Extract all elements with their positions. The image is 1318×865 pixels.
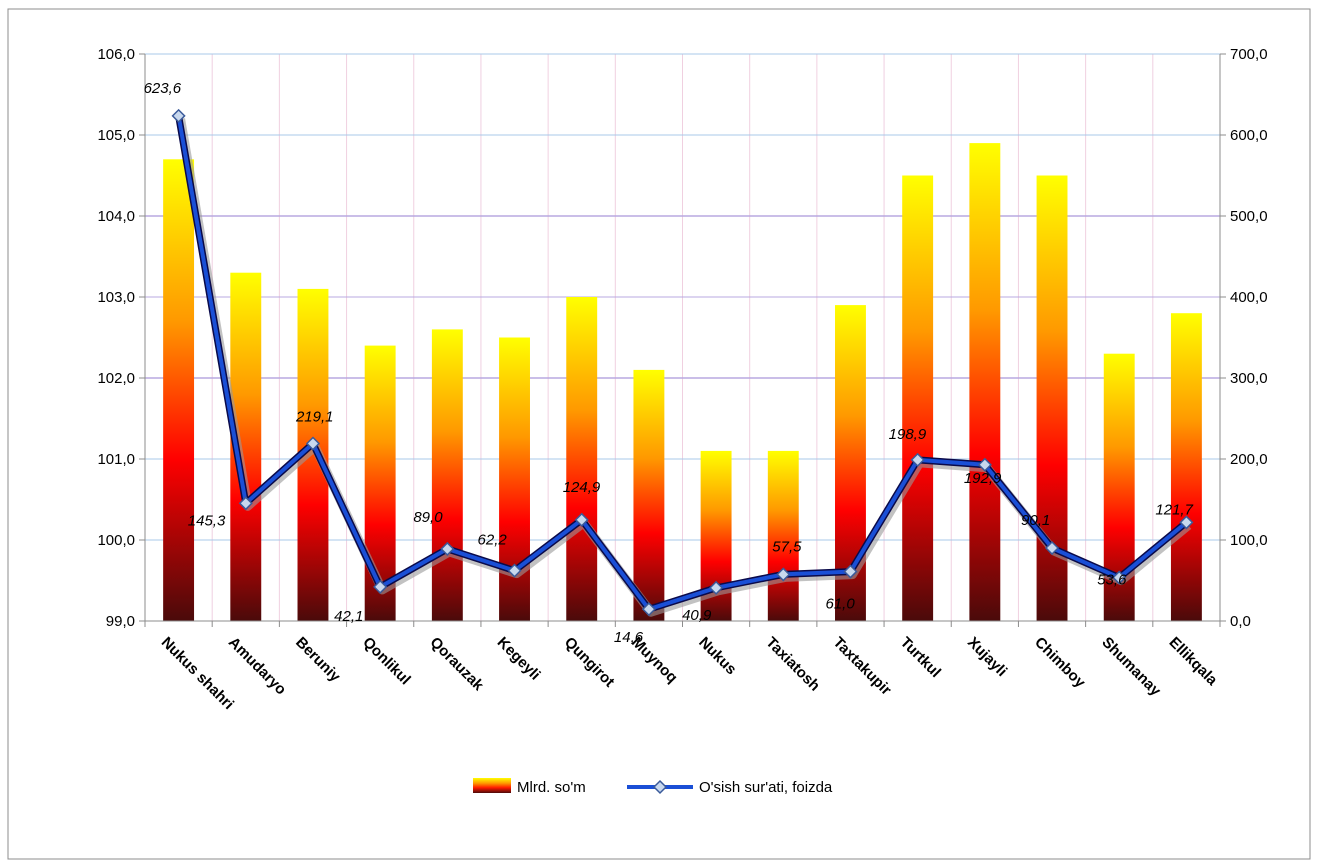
line-data-label: 62,2: [478, 532, 508, 549]
bar-kegeyli: [499, 337, 530, 621]
left-tick-label: 102,0: [97, 370, 135, 387]
legend-bar-swatch: [473, 778, 511, 793]
left-tick-label: 103,0: [97, 289, 135, 306]
line-data-label: 145,3: [188, 512, 226, 529]
line-data-label: 192,9: [964, 470, 1002, 487]
right-tick-label: 0,0: [1230, 613, 1251, 630]
line-marker: [843, 564, 858, 579]
line-marker: [977, 457, 992, 472]
right-tick-label: 500,0: [1230, 208, 1268, 225]
left-tick-label: 104,0: [97, 208, 135, 225]
right-tick-label: 400,0: [1230, 289, 1268, 306]
line-data-label: 57,5: [772, 538, 802, 555]
line-data-label: 40,9: [682, 607, 712, 624]
right-tick-label: 100,0: [1230, 532, 1268, 549]
line-data-label: 89,0: [413, 509, 443, 526]
line-marker: [440, 541, 455, 556]
growth-rate-line: [176, 115, 1188, 612]
line-data-label: 124,9: [563, 479, 601, 496]
line-data-label: 61,0: [825, 596, 855, 613]
right-tick-label: 200,0: [1230, 451, 1268, 468]
bar-muynoq: [633, 369, 665, 621]
left-tick-label: 101,0: [97, 451, 135, 468]
line-marker: [776, 567, 791, 582]
line-data-label: 121,7: [1155, 501, 1193, 518]
left-tick-label: 100,0: [97, 532, 135, 549]
line-marker: [574, 512, 589, 527]
right-tick-label: 300,0: [1230, 370, 1268, 387]
line-data-label: 198,9: [889, 426, 927, 443]
legend-line-marker: [652, 779, 668, 795]
left-tick-label: 105,0: [97, 127, 135, 144]
legend-line-label: O'sish sur'ati, foizda: [699, 779, 833, 796]
line-marker: [641, 602, 656, 617]
right-tick-label: 600,0: [1230, 127, 1268, 144]
line-data-label: 42,1: [334, 608, 363, 625]
bar-qungirot: [566, 297, 598, 621]
line-data-label: 14,6: [614, 629, 644, 646]
line-marker: [910, 452, 925, 467]
line-marker: [305, 436, 321, 451]
line-marker: [1179, 515, 1194, 530]
line-marker: [238, 496, 253, 511]
bar-turtkul: [902, 175, 934, 621]
right-tick-label: 700,0: [1230, 46, 1268, 63]
line-marker: [171, 108, 186, 123]
line-data-label: 219,1: [295, 409, 334, 426]
line-data-label: 90,1: [1021, 512, 1050, 529]
bar-qorauzak: [431, 329, 463, 621]
bar-taxiatosh: [767, 450, 799, 621]
line-marker: [373, 579, 388, 594]
bar-xujayli: [969, 143, 1001, 621]
left-tick-label: 99,0: [106, 613, 135, 630]
bar-ellikqala: [1170, 313, 1202, 621]
line-data-label: 623,6: [144, 80, 182, 97]
line-marker: [507, 563, 522, 578]
bar-nukus-shahri: [163, 159, 195, 622]
line-marker: [1044, 540, 1060, 556]
left-tick-label: 106,0: [97, 46, 135, 63]
line-marker: [1112, 570, 1127, 585]
line-data-label: 53,6: [1097, 572, 1127, 589]
line-marker: [709, 580, 724, 595]
legend-bar-label: Mlrd. so'm: [517, 779, 586, 796]
